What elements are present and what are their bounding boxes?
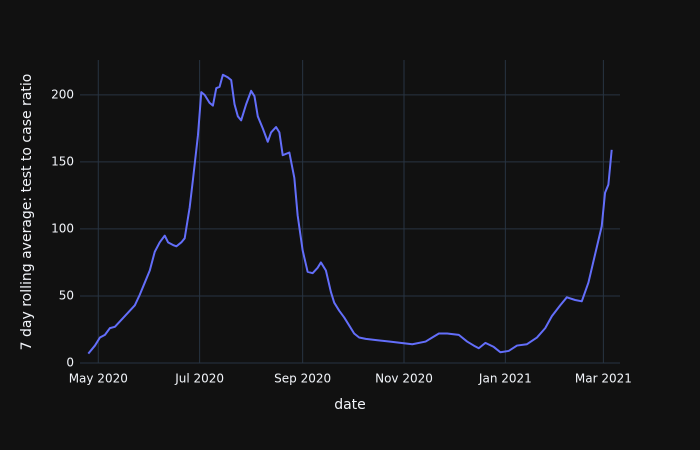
x-tick-label: Jan 2021 [478, 372, 532, 386]
x-tick-label: Nov 2020 [375, 372, 433, 386]
x-axis-title: date [334, 397, 366, 413]
y-tick-label: 100 [51, 221, 74, 235]
x-tick-label: May 2020 [69, 372, 128, 386]
y-tick-label: 0 [66, 356, 74, 370]
y-axis-title: 7 day rolling average: test to case rati… [19, 74, 35, 351]
y-tick-label: 50 [59, 288, 74, 302]
x-tick-label: Mar 2021 [575, 372, 632, 386]
x-tick-label: Sep 2020 [274, 372, 331, 386]
y-tick-label: 200 [51, 87, 74, 101]
x-tick-label: Jul 2020 [174, 372, 224, 386]
data-line [87, 73, 613, 355]
y-tick-label: 150 [51, 154, 74, 168]
